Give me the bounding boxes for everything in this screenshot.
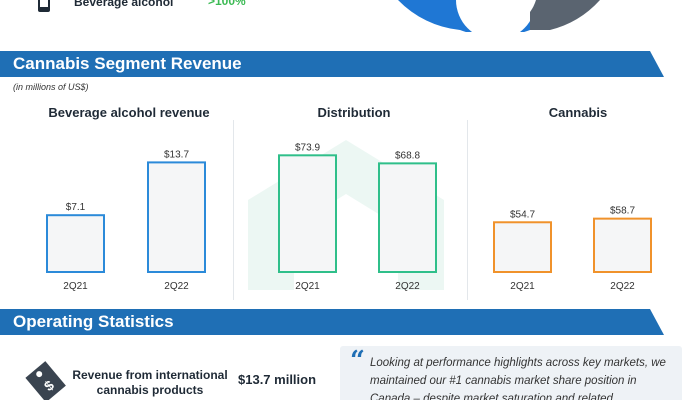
panel-title-beverage: Beverage alcohol revenue — [48, 105, 210, 120]
top-segment-label: Beverage alcohol — [74, 0, 174, 9]
quote-text: Looking at performance highlights across… — [370, 357, 666, 400]
panel-divider — [233, 120, 234, 300]
x-tick-label: 2Q22 — [610, 281, 635, 292]
operating-banner-title: Operating Statistics — [13, 312, 174, 331]
segment-banner: Cannabis Segment Revenue — [0, 51, 664, 77]
stat-value-international: $13.7 million — [238, 372, 317, 387]
x-tick-label: 2Q21 — [510, 281, 535, 292]
bar-value-label: $54.7 — [510, 209, 535, 220]
x-tick-label: 2Q22 — [395, 281, 420, 292]
panel-title-cannabis: Cannabis — [548, 105, 608, 120]
bar-value-label: $68.8 — [395, 150, 420, 161]
bar-2-1 — [593, 217, 652, 274]
stat-label-international: Revenue from international cannabis prod… — [72, 368, 228, 397]
x-tick-label: 2Q21 — [63, 281, 88, 292]
segment-banner-title: Cannabis Segment Revenue — [13, 54, 242, 73]
phone-icon — [38, 0, 50, 12]
units-note: (in millions of US$) — [13, 82, 89, 92]
bar-value-label: $13.7 — [164, 149, 189, 160]
x-tick-label: 2Q22 — [164, 281, 189, 292]
bar-value-label: $7.1 — [66, 202, 86, 213]
top-segment-value: >100% — [208, 0, 246, 8]
bar-0-0 — [46, 214, 105, 273]
quote-box — [340, 346, 682, 400]
panel-divider — [467, 120, 468, 300]
quote-mark-icon: “ — [350, 346, 365, 376]
bar-1-1 — [378, 162, 437, 273]
x-tick-label: 2Q21 — [295, 281, 320, 292]
bar-1-0 — [278, 154, 337, 274]
donut-chart-fragment — [398, 0, 600, 32]
price-tag-icon: $ — [25, 361, 66, 400]
bar-value-label: $58.7 — [610, 206, 635, 217]
bar-2-0 — [493, 221, 552, 273]
bar-value-label: $73.9 — [295, 142, 320, 153]
panel-title-distribution: Distribution — [317, 105, 391, 120]
bar-0-1 — [147, 161, 206, 273]
operating-banner: Operating Statistics — [0, 309, 664, 335]
